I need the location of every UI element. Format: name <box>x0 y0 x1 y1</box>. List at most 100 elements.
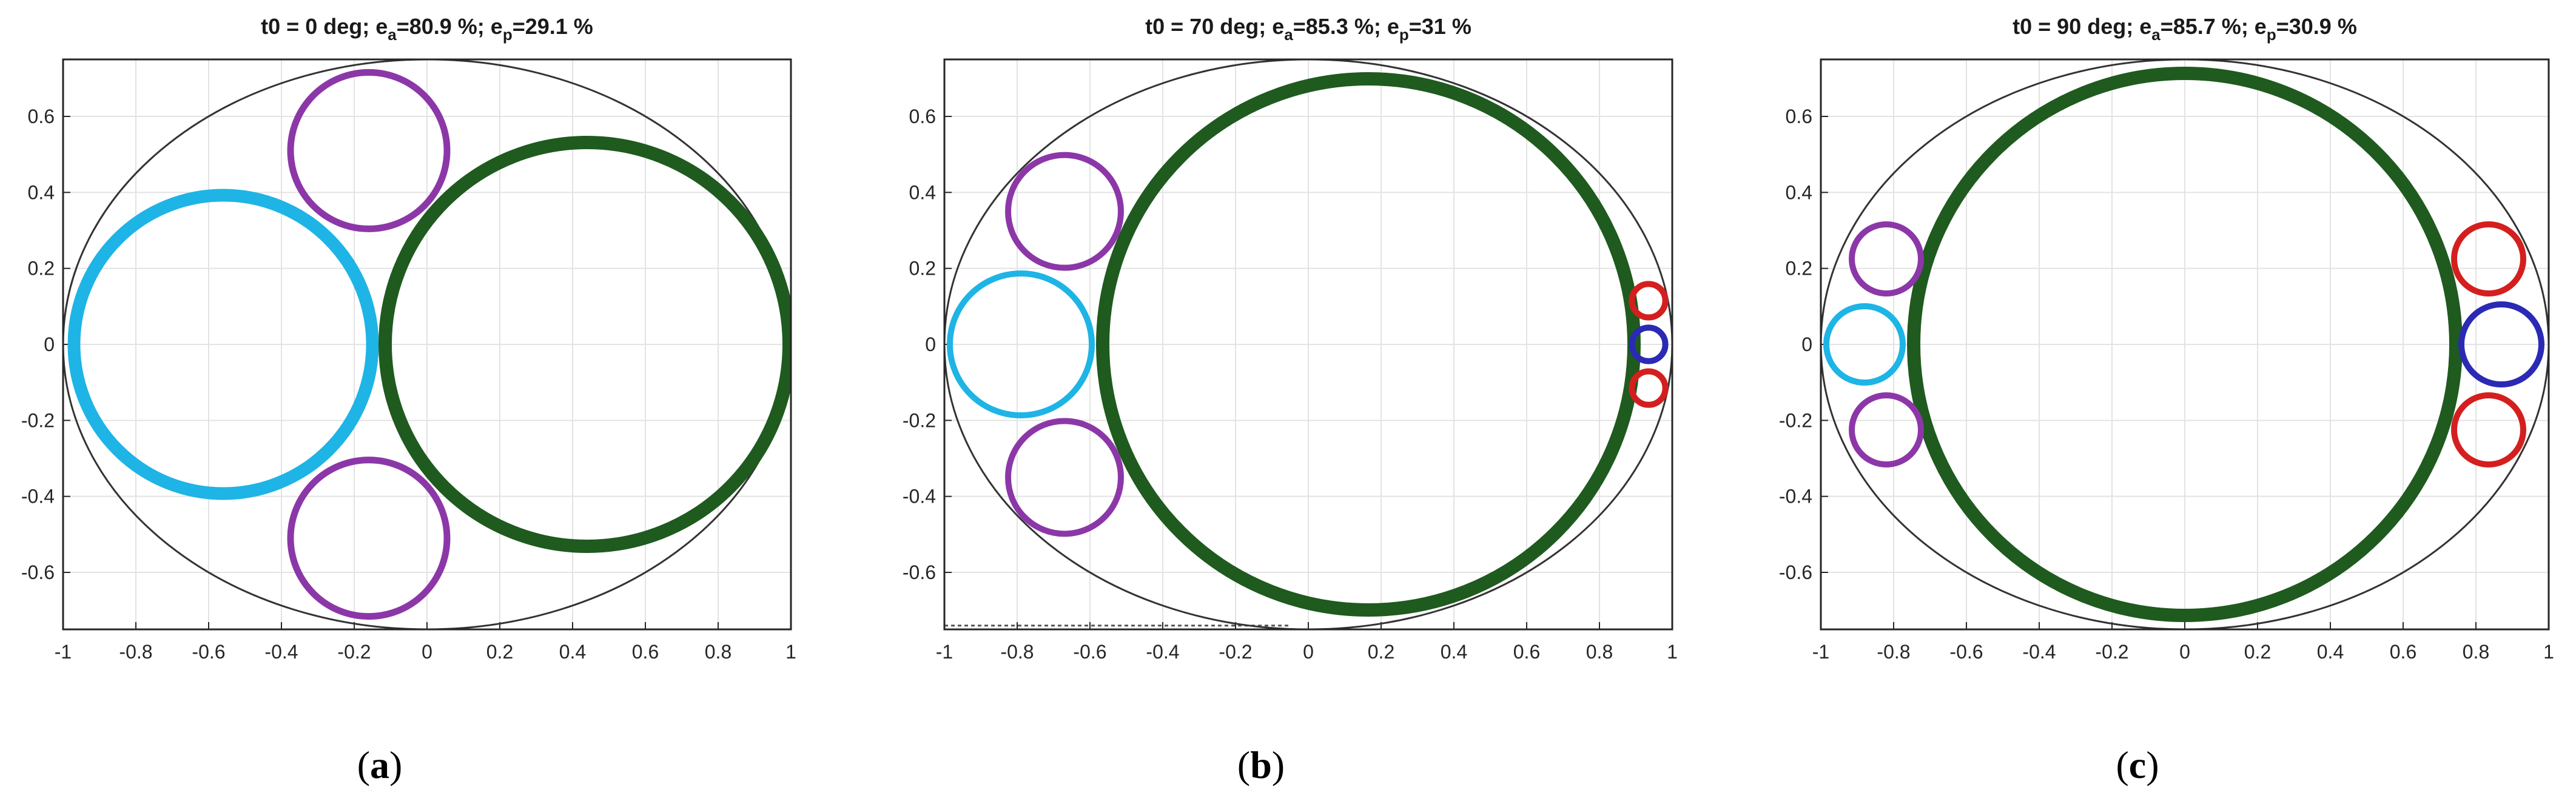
title-subscript: p <box>2267 25 2276 44</box>
red-circle <box>1629 368 1669 408</box>
y-tick-label: -0.2 <box>21 409 55 431</box>
red-circle <box>2451 221 2526 296</box>
y-tick-label: -0.4 <box>21 486 55 508</box>
x-tick-label: 0 <box>1303 641 1314 663</box>
x-tick-label: 0.2 <box>2244 641 2271 663</box>
title-part: =30.9 % <box>2276 14 2357 39</box>
panel-caption: (c) <box>2116 743 2159 786</box>
y-tick-label: 0.6 <box>28 106 55 127</box>
title-part: =31 % <box>1409 14 1471 39</box>
x-tick-label: 0.6 <box>632 641 659 663</box>
x-tick-label: -0.6 <box>192 641 225 663</box>
y-tick-label: 0 <box>925 333 936 355</box>
chart-title: t0 = 0 deg; ea=80.9 %; ep=29.1 % <box>261 14 593 44</box>
x-tick-label: -0.8 <box>1877 641 1910 663</box>
y-tick-label: -0.2 <box>1779 409 1812 431</box>
purple-circle <box>287 457 451 620</box>
x-tick-label: 0.4 <box>559 641 586 663</box>
title-part: =29.1 % <box>513 14 593 39</box>
title-part: t0 = 70 deg; e <box>1145 14 1284 39</box>
y-tick-label: 0.2 <box>28 258 55 280</box>
title-subscript: a <box>388 25 397 44</box>
purple-circle <box>287 69 451 232</box>
x-tick-label: -0.2 <box>1219 641 1252 663</box>
purple-circle <box>1005 418 1124 537</box>
cyan-circle <box>1823 303 1906 386</box>
title-part: =85.3 %; e <box>1293 14 1399 39</box>
purple-circle <box>1849 221 1924 296</box>
x-tick-label: 1 <box>785 641 796 663</box>
x-tick-label: -0.4 <box>1146 641 1179 663</box>
y-tick-label: 0.2 <box>909 258 936 280</box>
axes-frame <box>943 58 1673 631</box>
axes-frame <box>1820 58 2550 631</box>
y-tick-label: 0.4 <box>909 181 936 203</box>
caption-letter: c <box>2129 743 2146 786</box>
title-subscript: p <box>1399 25 1409 44</box>
y-tick-label: -0.6 <box>21 561 55 583</box>
x-tick-label: -0.6 <box>1073 641 1106 663</box>
grid <box>944 59 1673 629</box>
x-tick-label: 0 <box>422 641 432 663</box>
caption-letter: a <box>370 743 389 786</box>
purple-circle <box>1849 392 1924 467</box>
panel-caption: (b) <box>1237 743 1285 786</box>
y-tick-label: 0.4 <box>28 181 55 203</box>
x-tick-label: -1 <box>936 641 953 663</box>
y-tick-label: -0.6 <box>903 561 936 583</box>
x-tick-label: 0.2 <box>486 641 513 663</box>
purple-circle <box>1005 152 1124 271</box>
title-subscript: a <box>1284 25 1293 44</box>
y-tick-label: -0.4 <box>1779 486 1812 508</box>
y-tick-label: 0.6 <box>1786 106 1812 127</box>
caption-paren: ) <box>1272 743 1285 786</box>
x-tick-label: 0.8 <box>1586 641 1613 663</box>
x-tick-label: 0.4 <box>2317 641 2344 663</box>
y-tick-label: -0.2 <box>903 409 936 431</box>
title-subscript: a <box>2151 25 2161 44</box>
x-tick-label: -0.4 <box>2022 641 2056 663</box>
caption-paren: ( <box>1237 743 1250 786</box>
title-part: =80.9 %; e <box>397 14 503 39</box>
y-tick-label: 0.6 <box>909 106 936 127</box>
x-tick-label: 0.8 <box>2463 641 2489 663</box>
title-subscript: p <box>503 25 513 44</box>
plot-area <box>63 59 791 629</box>
x-tick-label: 0.4 <box>1441 641 1467 663</box>
cyan-circle <box>67 189 379 500</box>
caption-paren: ) <box>2146 743 2159 786</box>
x-tick-label: 0.2 <box>1368 641 1394 663</box>
y-tick-label: -0.4 <box>903 486 936 508</box>
axes-frame <box>62 58 792 631</box>
panel-a: -1 -0.8 -0.6 -0.4 -0.2 0 0.2 0.4 0.6 0.8 1 0.6 0.4 0.… <box>21 14 796 786</box>
y-tick-label: -0.6 <box>1779 561 1812 583</box>
x-tick-label: -0.4 <box>264 641 298 663</box>
title-part: t0 = 0 deg; e <box>261 14 388 39</box>
green-circle <box>378 136 791 553</box>
title-part: t0 = 90 deg; e <box>2013 14 2151 39</box>
x-tick-label: -0.6 <box>1949 641 1983 663</box>
caption-paren: ( <box>2116 743 2128 786</box>
x-tick-label: -1 <box>55 641 72 663</box>
y-tick-label: 0 <box>1801 333 1812 355</box>
x-tick-label: 1 <box>1667 641 1678 663</box>
red-circle <box>2451 392 2526 467</box>
x-tick-label: -0.2 <box>337 641 371 663</box>
y-tick-label: 0.2 <box>1786 258 1812 280</box>
blue-circle <box>2458 301 2544 387</box>
cyan-circle <box>947 270 1095 418</box>
chart-title: t0 = 70 deg; ea=85.3 %; ep=31 % <box>1145 14 1471 44</box>
title-part: =85.7 %; e <box>2161 14 2267 39</box>
x-tick-label: -1 <box>1812 641 1829 663</box>
plot-area <box>944 59 1672 629</box>
caption-letter: b <box>1250 743 1272 786</box>
caption-paren: ( <box>357 743 370 786</box>
red-circle <box>1629 281 1669 321</box>
x-tick-label: -0.8 <box>119 641 152 663</box>
chart-title: t0 = 90 deg; ea=85.7 %; ep=30.9 % <box>2013 14 2357 44</box>
x-tick-label: 1 <box>2543 641 2554 663</box>
y-tick-label: 0.4 <box>1786 181 1812 203</box>
x-tick-label: -0.8 <box>1000 641 1034 663</box>
panel-b: -1 -0.8 -0.6 -0.4 -0.2 0 0.2 0.4 0.6 0.8 1 0.6 0.4 0.… <box>903 14 1678 786</box>
panel-caption: (a) <box>357 743 403 786</box>
